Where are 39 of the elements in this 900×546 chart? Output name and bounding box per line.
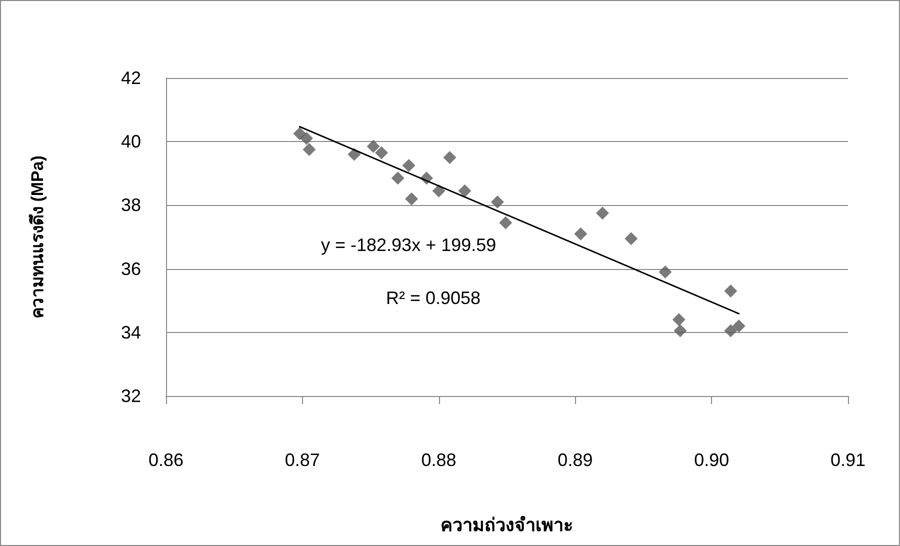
point [490,196,504,209]
point [499,216,512,230]
point [674,324,687,338]
x-tick-label: 0.87 [284,450,320,470]
point [302,143,316,156]
point [300,132,313,145]
annotation: y = -182.93x + 199.59 [321,235,496,255]
point [732,320,746,333]
point [724,324,738,338]
point [672,313,686,326]
point [574,227,588,240]
y-tick-label: 36 [120,258,141,279]
x-axis-title: ความถ่วงจำเพาะ [440,515,574,535]
point [293,127,306,140]
y-tick-label: 32 [120,386,141,406]
point [432,184,446,198]
x-tick-label: 0.91 [830,450,866,470]
point [596,206,609,220]
y-tick-label: 40 [120,132,141,152]
y-axis-title: ความทนแรงดึง (MPa) [28,156,47,318]
y-tick-label: 42 [120,68,141,88]
point [348,148,361,161]
x-tick-label: 0.89 [558,450,593,470]
x-tick-label: 0.88 [421,450,456,470]
x-tick-label: 0.86 [148,450,184,470]
point [458,184,472,198]
point [391,172,404,185]
point [658,265,672,278]
point [443,151,456,164]
y-tick-label: 34 [120,322,141,342]
x-tick-label: 0.90 [694,450,730,470]
point [724,284,738,298]
point [366,140,380,153]
annotation: R² = 0.9058 [386,288,481,308]
point [405,192,418,206]
point [402,158,416,172]
point [375,146,388,160]
y-tick-label: 38 [120,195,141,216]
point [624,232,638,246]
